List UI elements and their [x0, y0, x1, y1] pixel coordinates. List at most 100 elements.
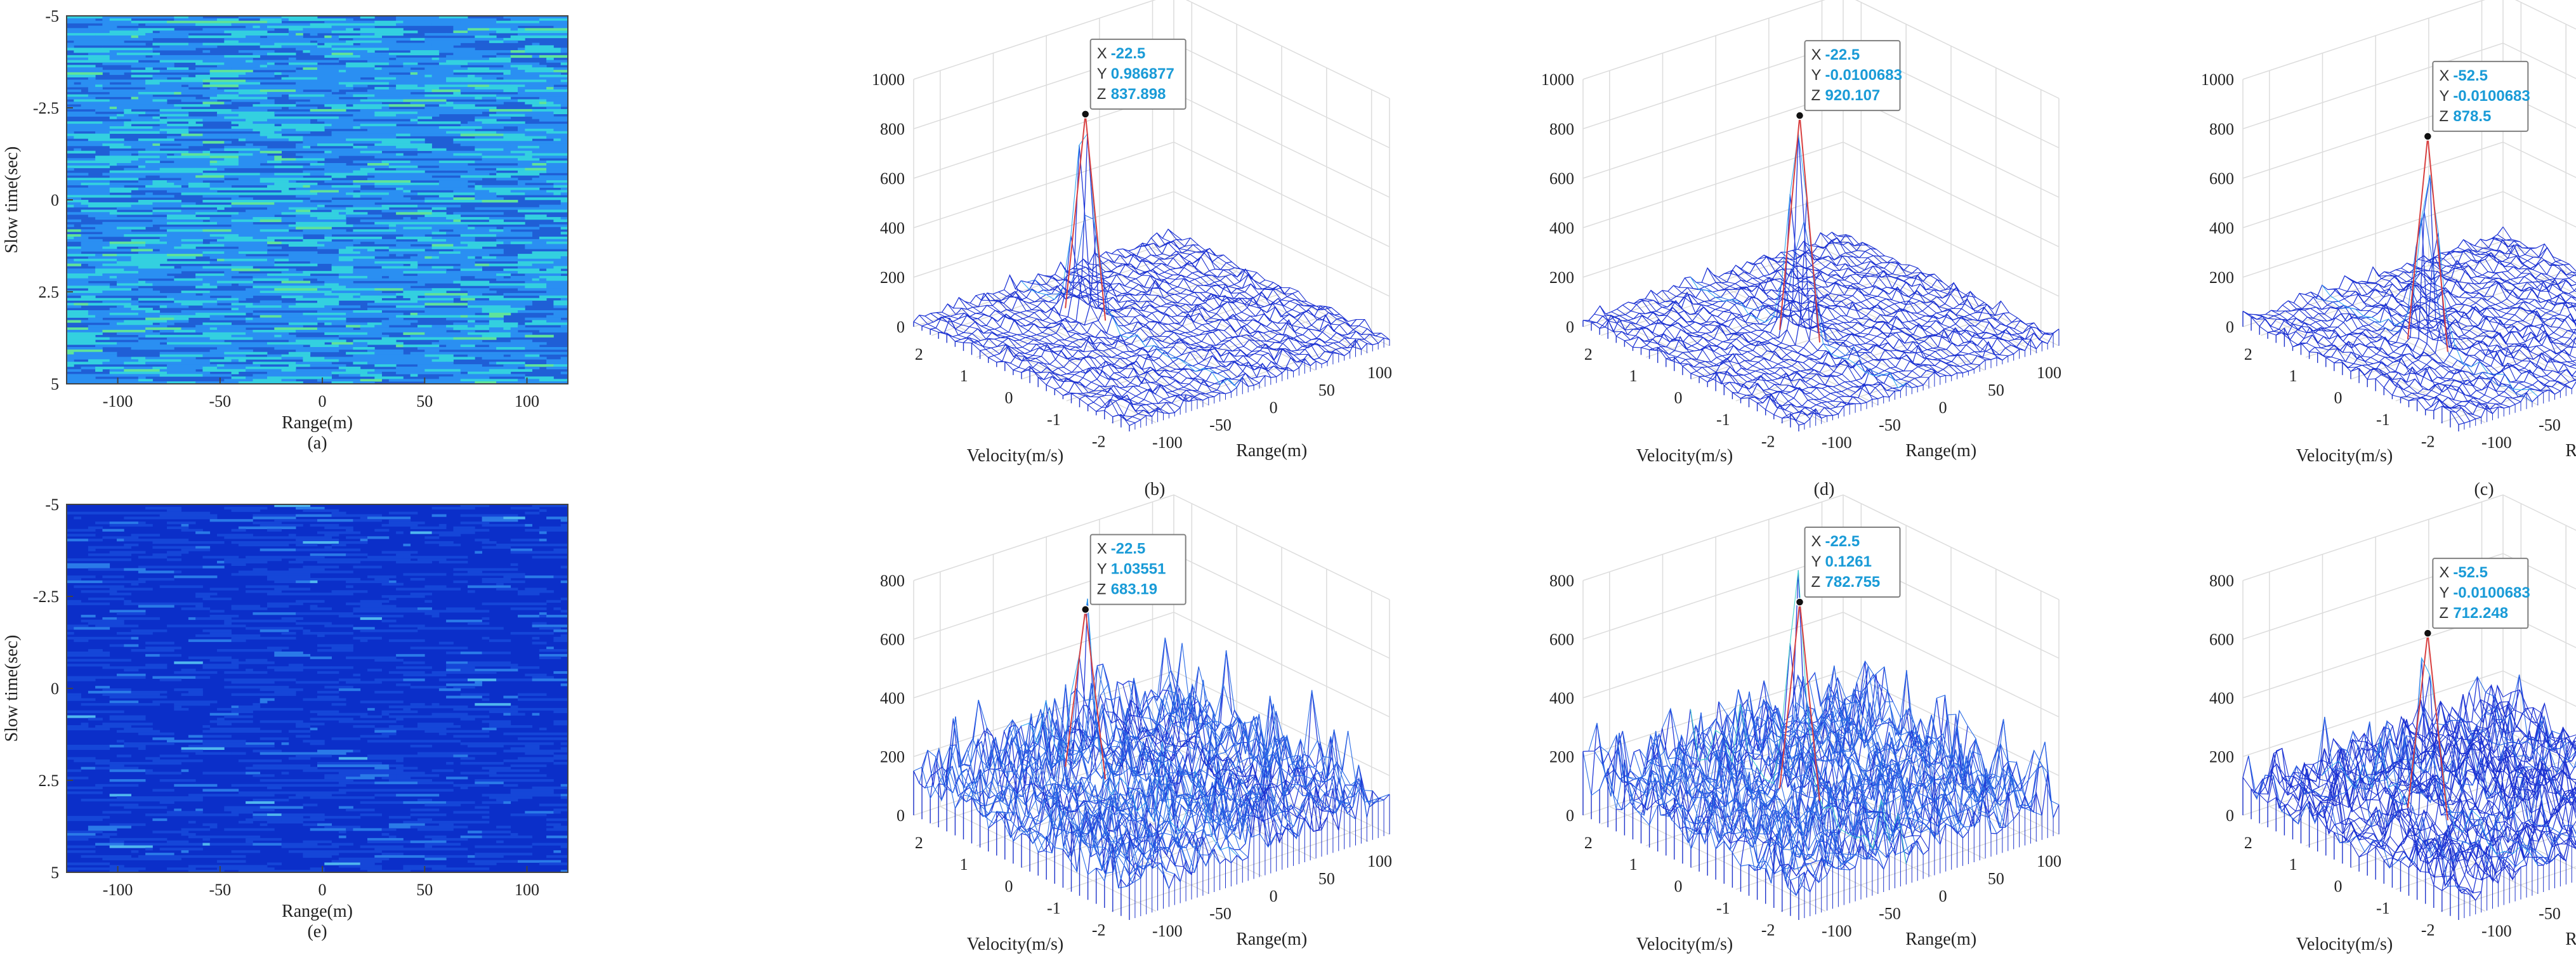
z-tick-label: 800 — [2209, 572, 2234, 590]
heatmap-cell — [253, 278, 289, 281]
heatmap-cell — [468, 300, 475, 303]
heatmap-cell — [353, 170, 382, 173]
heatmap-cell — [145, 646, 181, 650]
datatip-marker[interactable] — [1081, 110, 1090, 119]
heatmap-cell — [296, 315, 339, 318]
heatmap-cell — [353, 258, 397, 261]
heatmap-cell — [510, 506, 540, 510]
heatmap-cell — [410, 37, 425, 41]
heatmap-cell — [181, 769, 189, 772]
heatmap-cell — [88, 310, 96, 313]
heatmap-cell — [496, 568, 504, 571]
heatmap-cell — [67, 74, 81, 77]
datatip-marker[interactable] — [1795, 598, 1804, 607]
heatmap-cell — [438, 258, 468, 261]
heatmap-cell — [246, 320, 289, 323]
datatip-marker[interactable] — [2423, 132, 2433, 141]
heatmap-cell — [138, 57, 153, 60]
heatmap-cell — [510, 860, 518, 863]
heatmap-cell — [560, 580, 568, 584]
heatmap-cell — [124, 369, 139, 372]
heatmap-cell — [525, 273, 562, 277]
heatmap-cell — [417, 254, 425, 257]
heatmap-cell — [381, 224, 390, 227]
heatmap-cell — [260, 752, 303, 755]
heatmap-cell — [367, 60, 404, 63]
heatmap-cell — [195, 617, 232, 620]
range-gridline — [1715, 36, 1932, 388]
heatmap-cell — [374, 376, 404, 379]
heatmap-cell — [438, 217, 447, 220]
heatmap-cell — [546, 285, 568, 289]
mesh-line — [1780, 707, 1997, 834]
heatmap-cell — [460, 133, 504, 136]
mesh-line — [2401, 716, 2576, 816]
heatmap-cell — [167, 173, 203, 176]
mesh-line — [1150, 689, 1367, 818]
heatmap-cell — [67, 845, 96, 848]
heatmap-cell — [159, 237, 189, 240]
heatmap-cell — [496, 124, 540, 127]
heatmap-cell — [446, 607, 475, 610]
heatmap-cell — [195, 91, 239, 95]
heatmap-cell — [253, 67, 275, 70]
datatip-marker[interactable] — [1795, 111, 1804, 120]
heatmap-cell — [374, 148, 418, 151]
heatmap-cell — [410, 111, 418, 114]
heatmap-cell — [388, 639, 425, 642]
heatmap-cell — [296, 593, 318, 596]
heatmap-cell — [560, 126, 568, 129]
heatmap-cell — [482, 546, 511, 549]
heatmap-cell — [553, 720, 562, 723]
heatmap-cell — [324, 20, 339, 23]
velocity-tick-label: -2 — [1761, 921, 1775, 939]
heatmap-cell — [338, 20, 375, 23]
heatmap-cell — [396, 254, 404, 257]
heatmap-cell — [460, 762, 482, 765]
heatmap-cell — [331, 266, 353, 269]
heatmap-cell — [209, 720, 253, 723]
heatmap-cell — [525, 364, 554, 367]
heatmap-cell — [188, 735, 203, 738]
heatmap-cell — [188, 219, 203, 223]
heatmap-cell — [67, 239, 103, 242]
heatmap-cell — [67, 202, 81, 206]
heatmap-cell — [217, 534, 232, 537]
heatmap-cell — [446, 232, 482, 235]
datatip-marker[interactable] — [2423, 629, 2433, 638]
heatmap-cell — [67, 653, 110, 657]
x-axis-label: Range(m) — [282, 413, 353, 433]
heatmap-cell — [102, 261, 117, 264]
heatmap-cell — [296, 128, 325, 132]
heatmap-cell — [403, 234, 425, 237]
heatmap-cell — [374, 116, 418, 119]
heatmap-cell — [553, 300, 568, 303]
heatmap-cell — [338, 283, 346, 286]
heatmap-cell — [181, 291, 211, 294]
heatmap-cell — [431, 837, 468, 841]
heatmap-cell — [374, 312, 404, 316]
heatmap-cell — [381, 141, 411, 144]
datatip-marker[interactable] — [1081, 605, 1090, 614]
range-tick-label: -50 — [2539, 905, 2561, 923]
heatmap-cell — [525, 16, 532, 19]
heatmap-cell — [475, 111, 482, 114]
heatmap-cell — [346, 91, 390, 95]
heatmap-cell — [246, 25, 253, 29]
heatmap-cell — [267, 344, 303, 348]
heatmap-cell — [296, 612, 318, 615]
datatip-y-label: Y — [1811, 553, 1822, 570]
mesh-line — [2457, 247, 2576, 308]
heatmap-cell — [159, 754, 189, 758]
heatmap-cell — [353, 114, 368, 117]
heatmap-cell — [67, 602, 110, 605]
heatmap-cell — [174, 855, 203, 858]
heatmap-cell — [396, 18, 418, 22]
mesh-line — [1650, 290, 1867, 403]
